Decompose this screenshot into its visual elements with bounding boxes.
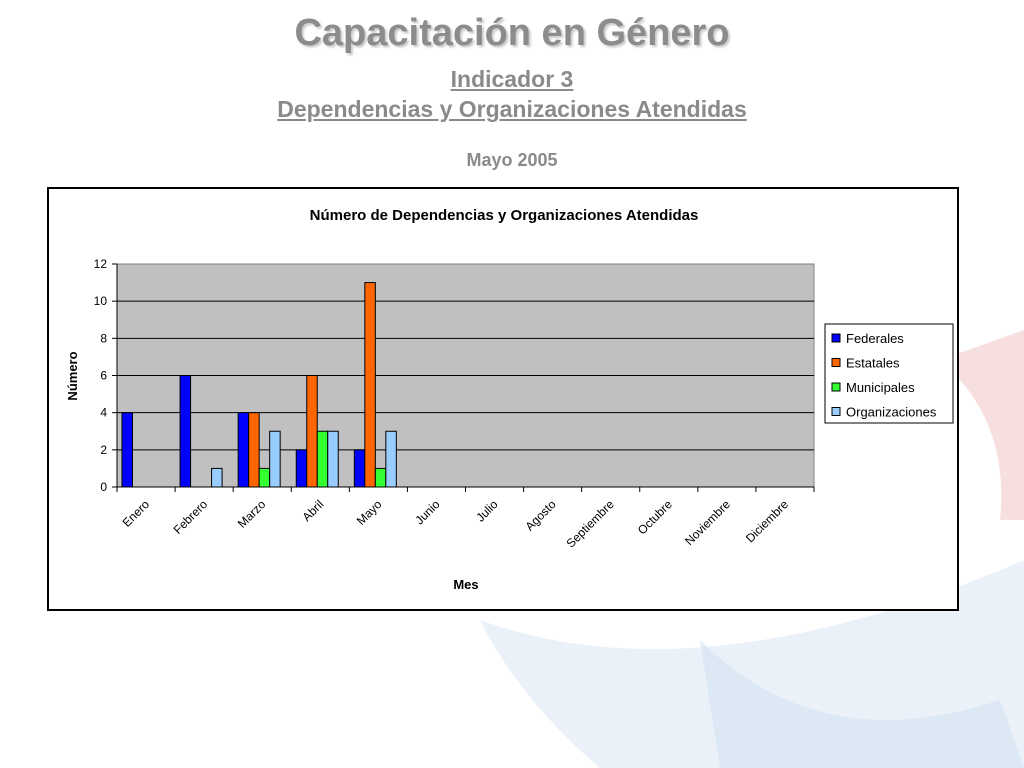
bar-organizaciones-febrero xyxy=(211,467,223,488)
report-date: Mayo 2005 xyxy=(466,150,558,170)
bar-chart: Número de Dependencias y Organizaciones … xyxy=(65,207,954,592)
bar-organizaciones-abril xyxy=(327,430,339,488)
bar-estatales-abril xyxy=(306,375,318,488)
x-tick-label: Agosto xyxy=(522,497,559,534)
x-tick-label: Mayo xyxy=(354,497,385,528)
y-tick-label: 8 xyxy=(100,331,107,345)
x-tick-label: Diciembre xyxy=(743,497,791,545)
bar-municipales-abril xyxy=(316,430,329,488)
y-tick-label: 12 xyxy=(94,257,108,271)
bar-municipales-marzo xyxy=(258,467,271,488)
slide-title: Capacitación en Género xyxy=(294,12,730,54)
legend-swatch xyxy=(831,382,841,392)
bar-federales-marzo xyxy=(237,412,250,488)
bar-organizaciones-mayo xyxy=(385,430,397,488)
indicator-subtitle: Indicador 3 xyxy=(450,66,574,92)
legend-box xyxy=(824,323,954,424)
x-axis-label: Mes xyxy=(453,577,478,592)
bar-municipales-mayo xyxy=(374,467,387,488)
y-tick-label: 10 xyxy=(94,294,108,308)
legend: Federales Estatales Municipales Organizacio… xyxy=(824,323,954,424)
bar-federales-enero xyxy=(121,412,133,488)
x-tick-label: Noviembre xyxy=(682,497,733,548)
bar-organizaciones-marzo xyxy=(269,430,281,488)
x-tick-label: Abril xyxy=(300,497,327,524)
y-tick-label: 2 xyxy=(100,443,107,457)
legend-label: Federales xyxy=(846,331,904,346)
bar-estatales-mayo xyxy=(364,282,376,488)
y-tick-label: 0 xyxy=(100,480,107,494)
bar-federales-abril xyxy=(295,449,308,488)
chart-container: Número de Dependencias y Organizaciones … xyxy=(47,187,959,611)
bar-federales-mayo xyxy=(353,449,366,488)
chart-title: Número de Dependencias y Organizaciones … xyxy=(310,207,699,224)
x-tick-label: Julio xyxy=(473,497,501,525)
legend-label: Municipales xyxy=(846,380,915,395)
y-tick-label: 6 xyxy=(100,369,107,383)
legend-label: Estatales xyxy=(846,356,900,371)
bar-federales-febrero xyxy=(179,375,192,488)
y-tick-label: 4 xyxy=(100,406,107,420)
x-tick-label: Enero xyxy=(120,497,153,530)
legend-swatch xyxy=(831,358,841,367)
legend-swatch xyxy=(831,407,841,416)
x-tick-label: Febrero xyxy=(171,497,211,537)
indicator-description: Dependencias y Organizaciones Atendidas xyxy=(277,96,747,122)
x-tick-label: Octubre xyxy=(635,497,675,537)
legend-swatch xyxy=(831,333,841,343)
y-axis-label: Número xyxy=(65,351,80,400)
x-tick-label: Septiembre xyxy=(564,497,618,551)
legend-label: Organizaciones xyxy=(846,405,937,420)
bar-estatales-marzo xyxy=(248,412,260,488)
x-tick-label: Marzo xyxy=(235,497,269,531)
x-tick-label: Junio xyxy=(412,497,442,527)
